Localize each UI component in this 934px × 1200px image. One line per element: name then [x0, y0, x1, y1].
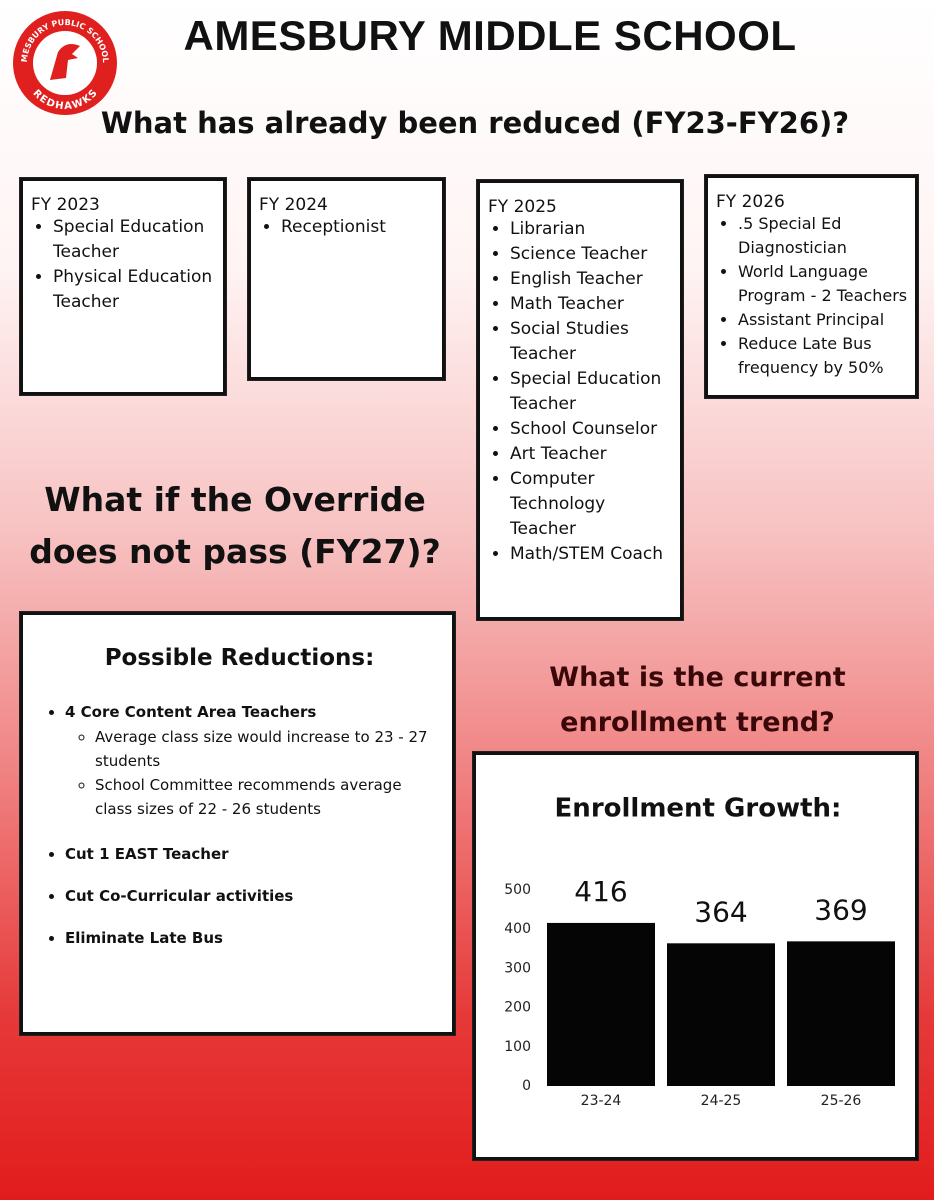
- reduction-text: Cut 1 EAST Teacher: [65, 845, 229, 863]
- y-tick-label: 300: [504, 960, 531, 976]
- y-tick-label: 200: [504, 1000, 531, 1016]
- reduction-item: Cut Co-Curricular activities: [65, 887, 436, 905]
- value-label: 364: [694, 895, 747, 928]
- x-tick-label: 23-24: [581, 1093, 622, 1109]
- value-label: 369: [814, 893, 867, 926]
- fy-list: Receptionist: [259, 215, 438, 240]
- fy-item: Librarian: [510, 217, 676, 242]
- title: AMESBURY MIDDLE SCHOOL: [183, 12, 797, 59]
- logo: AMESBURY PUBLIC SCHOOLS REDHAWKS: [10, 8, 117, 115]
- value-label: 416: [574, 875, 627, 908]
- bar: [667, 943, 775, 1086]
- fy-item: .5 Special Ed Diagnostician: [738, 212, 911, 260]
- fy-list: LibrarianScience TeacherEnglish TeacherM…: [488, 217, 676, 567]
- box-title: Possible Reductions:: [104, 645, 375, 671]
- chart-title: Enrollment Growth:: [555, 794, 842, 824]
- fy-item: School Counselor: [510, 417, 676, 442]
- fy-list: Special Education TeacherPhysical Educat…: [31, 215, 219, 315]
- fy-year: FY 2023: [31, 195, 100, 215]
- y-tick-label: 500: [504, 882, 531, 898]
- fy-item: Art Teacher: [510, 442, 676, 467]
- fy-box: FY 2024Receptionist: [248, 178, 445, 380]
- x-tick-label: 25-26: [821, 1093, 862, 1109]
- reduction-list: 4 Core Content Area Teachers Average clas…: [43, 703, 436, 947]
- y-tick-label: 0: [522, 1078, 531, 1094]
- reduction-item: Cut 1 EAST Teacher: [65, 845, 436, 863]
- sub-item: School Committee recommends average clas…: [95, 773, 436, 821]
- fy-item: Math/STEM Coach: [510, 542, 676, 567]
- chart-box: Enrollment Growth: 0 100 200 300 400 500 23-24…: [473, 752, 918, 1160]
- sub-item: Average class size would increase to 23 …: [95, 725, 436, 773]
- reduction-item: Eliminate Late Bus: [65, 929, 436, 947]
- y-tick-label: 400: [504, 921, 531, 937]
- fy-item: Special Education Teacher: [53, 215, 219, 265]
- fy-item: Assistant Principal: [738, 308, 911, 332]
- reduction-text: Cut Co-Curricular activities: [65, 887, 294, 905]
- subtitle: What has already been reduced (FY23-FY26…: [100, 106, 850, 140]
- chart: Enrollment Growth: 0 100 200 300 400 500 23-24…: [504, 794, 895, 1109]
- fy-item: Social Studies Teacher: [510, 317, 676, 367]
- x-tick-label: 24-25: [701, 1093, 742, 1109]
- override-heading: What if the Override does not pass (FY27…: [29, 480, 441, 571]
- fy-box: FY 2025LibrarianScience TeacherEnglish T…: [477, 180, 683, 620]
- fy-box: FY 2026.5 Special Ed DiagnosticianWorld …: [705, 175, 918, 398]
- fy-item: Reduce Late Bus frequency by 50%: [738, 332, 911, 380]
- fy-item: English Teacher: [510, 267, 676, 292]
- fy-year: FY 2025: [488, 197, 557, 217]
- fy-item: Special Education Teacher: [510, 367, 676, 417]
- fy-list: .5 Special Ed DiagnosticianWorld Languag…: [716, 212, 911, 380]
- possible-reductions: Possible Reductions: 4 Core Content Area…: [20, 612, 455, 1035]
- fy-year: FY 2024: [259, 195, 328, 215]
- y-tick-label: 100: [504, 1039, 531, 1055]
- logo-hawk: [50, 44, 80, 80]
- reduction-text: 4 Core Content Area Teachers: [65, 703, 317, 721]
- enrollment-heading: What is the current enrollment trend?: [549, 662, 846, 738]
- bar: [547, 922, 655, 1086]
- reduction-item: 4 Core Content Area Teachers Average clas…: [65, 703, 436, 821]
- fy-item: Physical Education Teacher: [53, 265, 219, 315]
- reduction-text: Eliminate Late Bus: [65, 929, 223, 947]
- fy-item: Math Teacher: [510, 292, 676, 317]
- bar: [787, 941, 895, 1086]
- fy-item: Science Teacher: [510, 242, 676, 267]
- fy-item: Computer Technology Teacher: [510, 467, 676, 542]
- fy-box: FY 2023Special Education TeacherPhysical…: [20, 178, 226, 395]
- fy-item: Receptionist: [281, 215, 438, 240]
- fy-year: FY 2026: [716, 192, 785, 212]
- fy-item: World Language Program - 2 Teachers: [738, 260, 911, 308]
- sub-list: Average class size would increase to 23 …: [65, 725, 436, 821]
